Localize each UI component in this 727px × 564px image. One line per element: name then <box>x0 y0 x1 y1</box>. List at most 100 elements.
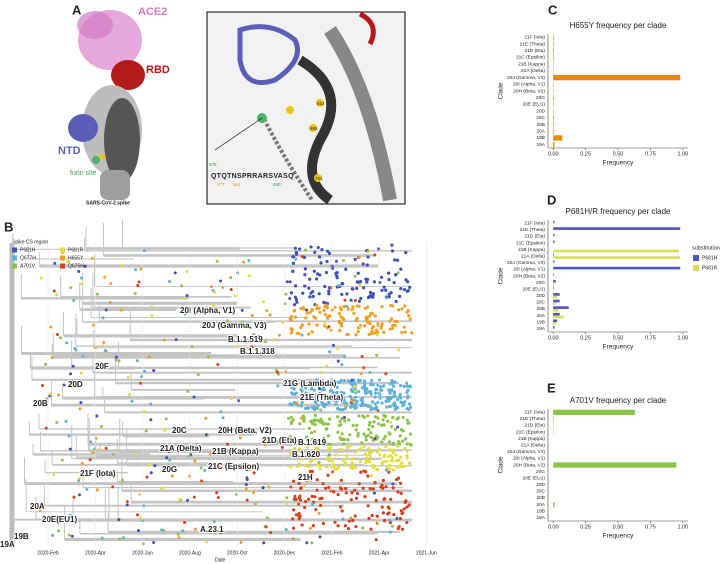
legend-label: P681H <box>20 247 36 253</box>
sequence-dot <box>399 267 403 271</box>
sequence-dot <box>366 250 370 254</box>
sequence-dot <box>313 413 318 418</box>
sequence-dot <box>369 527 373 531</box>
sequence-dot <box>72 298 76 302</box>
sequence-dot <box>388 382 392 386</box>
sequence-dot <box>391 323 395 328</box>
y-tick-label: 20J (Gamma, V3) <box>507 75 545 81</box>
y-tick-label: 21B (Kappa) <box>518 61 545 67</box>
sequence-dot <box>52 473 56 477</box>
sequence-dot <box>345 304 349 308</box>
sequence-dot <box>109 282 113 286</box>
sequence-dot <box>376 520 380 524</box>
sequence-dot <box>311 524 315 528</box>
sequence-dot <box>250 313 254 317</box>
sequence-dot <box>369 392 373 397</box>
sequence-dot <box>307 332 311 336</box>
y-tick-label: 20C <box>536 489 545 495</box>
sequence-dot <box>229 287 233 291</box>
sequence-dot <box>371 383 375 387</box>
sequence-dot <box>136 513 140 517</box>
sequence-dot <box>322 385 326 389</box>
sequence-dot <box>162 338 166 342</box>
sequence-dot <box>366 433 370 437</box>
sequence-dot <box>59 336 63 340</box>
sequence-dot <box>60 458 64 462</box>
x-axis-label: Frequency <box>603 533 634 540</box>
sequence-dot <box>244 482 248 486</box>
sequence-dot <box>322 388 326 392</box>
bar <box>553 273 554 276</box>
sequence-dot <box>377 378 381 382</box>
sequence-dot <box>284 292 288 296</box>
sequence-dot <box>370 400 375 404</box>
clade-label: 21B (Kappa) <box>212 447 259 456</box>
sequence-dot <box>383 434 387 438</box>
sequence-dot <box>292 309 296 313</box>
sequence-dot <box>196 373 200 377</box>
sequence-dot <box>334 453 338 457</box>
sequence-dot <box>284 370 288 374</box>
sequence-dot <box>349 298 353 302</box>
x-tick-label: 0.50 <box>613 524 624 530</box>
sequence-dot <box>303 248 307 252</box>
sequence-dot <box>327 447 331 451</box>
sequence-dot <box>326 473 330 477</box>
sequence-dot <box>342 391 346 395</box>
sequence-dot <box>408 432 413 436</box>
sequence-dot <box>313 423 317 427</box>
sequence-dot <box>405 456 410 460</box>
sequence-dot <box>44 426 48 430</box>
bar <box>553 302 556 305</box>
sequence-dot <box>185 269 189 273</box>
x-axis-label: Date <box>215 557 226 563</box>
sequence-dot <box>350 378 354 382</box>
sequence-dot <box>245 498 249 502</box>
x-tick-label: 2021-Apr <box>369 550 390 556</box>
y-tick-label: 21C (Epsilon) <box>516 55 545 61</box>
sequence-dot <box>295 401 299 405</box>
sequence-dot <box>369 331 373 336</box>
sequence-dot <box>318 370 322 374</box>
x-axis-label: Frequency <box>603 344 634 351</box>
sequence-dot <box>375 450 380 454</box>
sequence-dot <box>389 388 393 392</box>
sequence-dot <box>178 497 182 501</box>
sequence-dot <box>45 397 49 401</box>
sequence-dot <box>78 407 82 411</box>
sequence-dot <box>290 328 295 332</box>
sequence-dot <box>340 509 344 513</box>
sequence-dot <box>407 503 411 507</box>
bar <box>553 322 556 325</box>
sequence-dot <box>390 455 394 459</box>
sequence-dot <box>315 323 319 327</box>
sequence-dot <box>298 498 303 502</box>
sequence-dot <box>380 505 384 509</box>
sequence-dot <box>381 418 385 422</box>
x-tick-label: 0.00 <box>548 524 559 530</box>
bar <box>553 308 559 312</box>
y-tick-label: 20I (Alpha, V1) <box>513 82 545 88</box>
sequence-dot <box>380 401 384 405</box>
sequence-dot <box>343 419 347 423</box>
sequence-dot <box>371 424 375 429</box>
sequence-dot <box>314 456 318 461</box>
x-tick-label: 0.50 <box>613 335 624 341</box>
sequence-dot <box>366 404 371 408</box>
sequence-dot <box>340 399 344 404</box>
sequence-dot <box>64 419 68 423</box>
bar <box>553 319 558 323</box>
sequence-dot <box>317 379 321 384</box>
bar <box>553 227 681 230</box>
legend-swatch <box>12 255 17 261</box>
sequence-dot <box>375 387 379 392</box>
clade-label: 20F <box>95 362 109 371</box>
sequence-dot <box>375 331 379 335</box>
sequence-dot <box>340 281 344 286</box>
sequence-dot <box>377 422 381 426</box>
sequence-dot <box>310 502 314 506</box>
sequence-dot <box>327 453 331 457</box>
sequence-dot <box>137 280 141 284</box>
sequence-dot <box>71 364 75 368</box>
sequence-dot <box>241 429 245 433</box>
